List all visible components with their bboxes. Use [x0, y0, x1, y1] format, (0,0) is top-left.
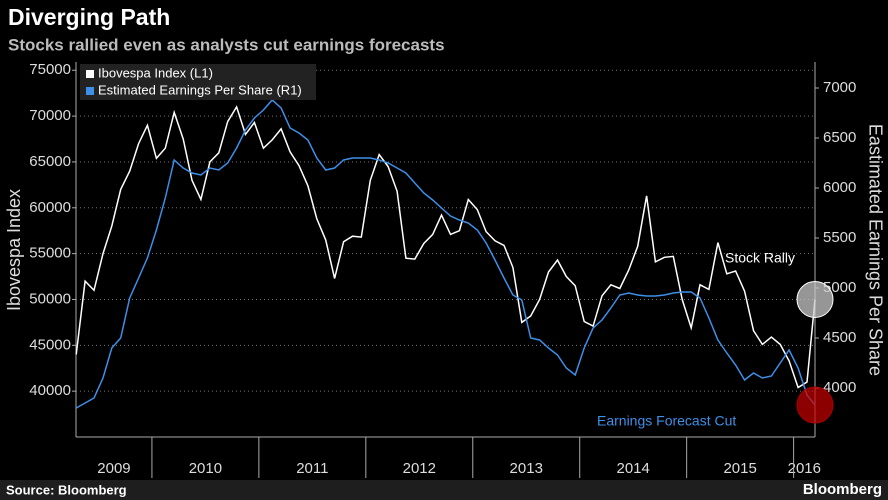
- x-tick-label: 2009: [97, 460, 130, 477]
- y-tick-label: 55000: [29, 245, 71, 262]
- x-tick-label: 2016: [788, 460, 821, 477]
- y2-tick-label: 5500: [823, 229, 856, 246]
- y-tick-label: 75000: [29, 61, 71, 78]
- y-tick-label: 45000: [29, 336, 71, 353]
- series-line: [75, 98, 816, 409]
- legend-swatch: [86, 70, 94, 78]
- annotation: Earnings Forecast Cut: [597, 413, 736, 429]
- y-tick-label: 40000: [29, 382, 71, 399]
- chart-title: Diverging Path: [8, 4, 170, 30]
- y2-tick-label: 4500: [823, 329, 856, 346]
- chart-subtitle: Stocks rallied even as analysts cut earn…: [8, 35, 445, 54]
- y2-tick-label: 6000: [823, 179, 856, 196]
- y-tick-label: 70000: [29, 107, 71, 124]
- x-tick-label: 2015: [723, 460, 756, 477]
- y2-tick-label: 4000: [823, 379, 856, 396]
- y-tick-label: 65000: [29, 153, 71, 170]
- end-marker: [796, 386, 834, 424]
- x-tick-label: 2013: [510, 460, 543, 477]
- x-tick-label: 2011: [296, 460, 328, 477]
- x-tick-label: 2014: [617, 460, 650, 477]
- y-tick-label: 60000: [29, 199, 71, 216]
- x-tick-label: 2010: [189, 460, 222, 477]
- annotation: Stock Rally: [725, 250, 795, 266]
- y-axis-title: Ibovespa Index: [4, 189, 24, 311]
- legend-swatch: [86, 87, 94, 95]
- legend-label: Ibovespa Index (L1): [98, 65, 213, 80]
- source: Source: Bloomberg: [6, 482, 127, 497]
- series-line: [75, 105, 816, 389]
- legend-label: Estimated Earnings Per Share (R1): [98, 82, 302, 97]
- y-tick-label: 50000: [29, 290, 71, 307]
- y2-tick-label: 6500: [823, 129, 856, 146]
- x-tick-label: 2012: [403, 460, 436, 477]
- end-marker: [796, 280, 834, 318]
- brand: Bloomberg: [803, 481, 882, 498]
- footer-band: [0, 480, 888, 500]
- y2-axis-title: Eastimated Earnings Per Share: [865, 124, 885, 376]
- y2-tick-label: 7000: [823, 79, 856, 96]
- legend-box: [80, 64, 316, 100]
